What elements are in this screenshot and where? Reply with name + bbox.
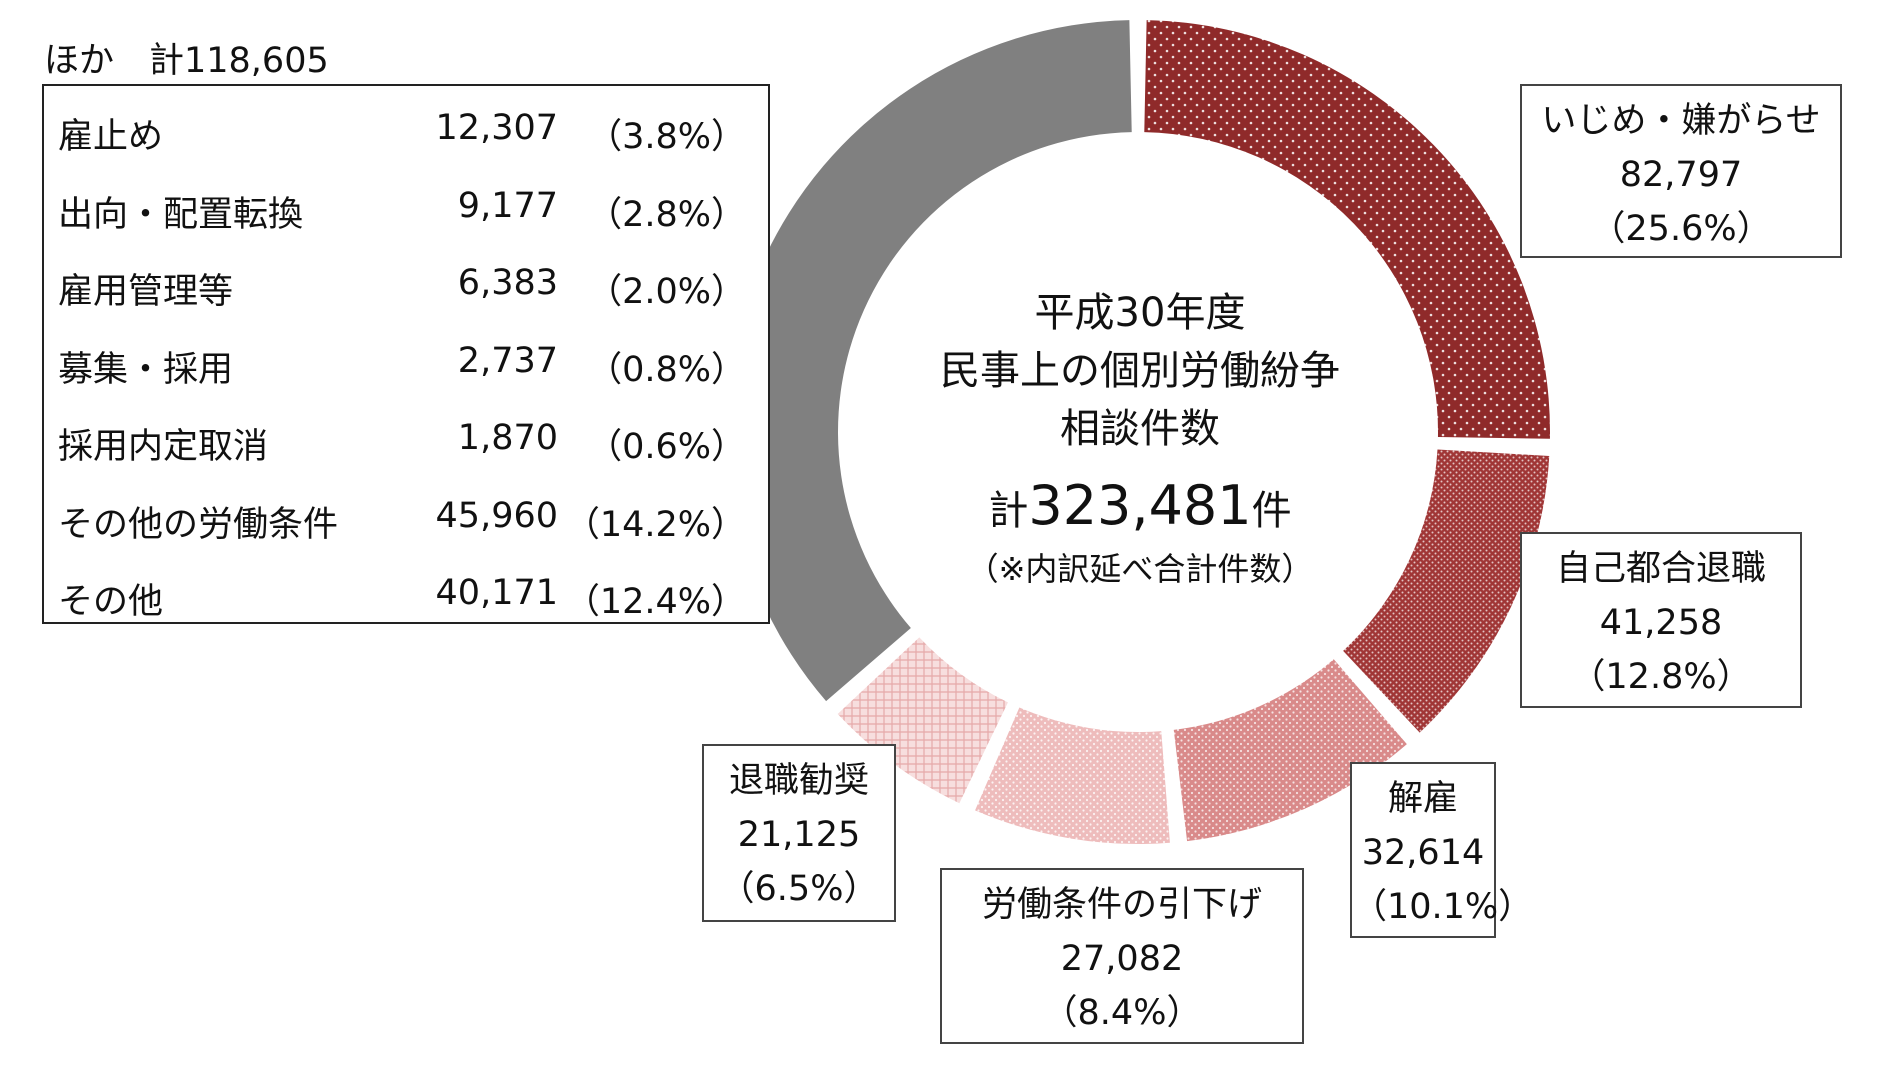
total-prefix: 計 bbox=[988, 488, 1029, 534]
others-row-percent: （2.8%） bbox=[587, 194, 746, 235]
others-row-label: 出向・配置転換 bbox=[58, 194, 304, 235]
callout-value: 41,258 bbox=[1599, 603, 1723, 643]
others-row-label: 雇用管理等 bbox=[58, 272, 234, 312]
others-heading: ほか 計118,605 bbox=[44, 41, 329, 81]
others-row-label: その他 bbox=[58, 582, 164, 622]
slice-hoka bbox=[726, 20, 1132, 702]
others-row-percent: （0.8%） bbox=[587, 349, 746, 390]
others-row-percent: （3.8%） bbox=[587, 117, 746, 157]
center-title-line: 相談件数 bbox=[1060, 406, 1220, 452]
callout-value: 21,125 bbox=[737, 815, 861, 855]
others-row: 雇用管理等 6,383 （2.0%） bbox=[44, 245, 768, 323]
others-row-value: 1,870 bbox=[457, 418, 558, 458]
center-title: 平成30年度 民事上の個別労働紛争 相談件数 bbox=[880, 284, 1400, 458]
others-row-label: 雇止め bbox=[58, 117, 164, 157]
callout-label: 解雇 bbox=[1387, 779, 1458, 819]
others-row-value: 9,177 bbox=[457, 185, 558, 226]
callout-value: 32,614 bbox=[1361, 833, 1485, 873]
others-row: 出向・配置転換 9,177 （2.8%） bbox=[44, 168, 768, 246]
others-row-percent: （12.4%） bbox=[564, 582, 746, 622]
callout-rodo-joken-hikisage: 労働条件の引下げ 27,082 （8.4%） bbox=[940, 868, 1304, 1044]
callout-percent: （10.1%） bbox=[1352, 887, 1534, 927]
others-row: 雇止め 12,307 （3.8%） bbox=[44, 90, 768, 168]
center-note: （※内訳延べ合計件数） bbox=[966, 550, 1314, 588]
others-row-percent: （14.2%） bbox=[564, 504, 746, 545]
others-row-percent: （0.6%） bbox=[587, 427, 746, 467]
callout-label: 退職勧奨 bbox=[728, 761, 869, 801]
others-row-label: 採用内定取消 bbox=[58, 427, 269, 467]
callout-label: 自己都合退職 bbox=[1555, 549, 1766, 589]
callout-value: 82,797 bbox=[1619, 155, 1743, 195]
others-row-value: 45,960 bbox=[435, 495, 558, 536]
others-row: その他 40,171 （12.4%） bbox=[44, 555, 768, 633]
callout-value: 27,082 bbox=[1060, 939, 1184, 979]
center-total: 計323,481件 bbox=[880, 474, 1400, 537]
callout-ijime: いじめ・嫌がらせ 82,797 （25.6%） bbox=[1520, 84, 1842, 258]
others-row: 採用内定取消 1,870 （0.6%） bbox=[44, 400, 768, 478]
slice-kaiko bbox=[1173, 659, 1407, 842]
callout-label: 労働条件の引下げ bbox=[981, 885, 1262, 925]
others-row-percent: （2.0%） bbox=[587, 272, 746, 312]
others-row-label: 募集・採用 bbox=[58, 349, 234, 390]
slice-taishoku-kansho bbox=[837, 637, 1008, 804]
callout-jiko-tsugo-taishoku: 自己都合退職 41,258 （12.8%） bbox=[1520, 532, 1802, 708]
center-title-line: 民事上の個別労働紛争 bbox=[940, 348, 1340, 394]
others-row: 募集・採用 2,737 （0.8%） bbox=[44, 323, 768, 401]
callout-percent: （12.8%） bbox=[1570, 657, 1752, 697]
slice-rodo-joken-hikisage bbox=[975, 707, 1170, 844]
slice-ijime bbox=[1144, 20, 1550, 439]
callout-percent: （8.4%） bbox=[1042, 993, 1202, 1033]
total-value: 323,481 bbox=[1028, 474, 1252, 537]
others-row: その他の労働条件 45,960 （14.2%） bbox=[44, 478, 768, 556]
slice-jiko-tsugo-taishoku bbox=[1343, 449, 1550, 733]
callout-kaiko: 解雇 32,614 （10.1%） bbox=[1350, 762, 1534, 938]
callout-label: いじめ・嫌がらせ bbox=[1541, 101, 1821, 141]
others-row-value: 12,307 bbox=[435, 108, 558, 148]
others-row-value: 6,383 bbox=[457, 263, 558, 303]
others-breakdown-table: 雇止め 12,307 （3.8%） 出向・配置転換 9,177 （2.8%） 雇用管理等 6,… bbox=[42, 84, 770, 624]
callout-percent: （6.5%） bbox=[719, 869, 879, 909]
others-row-value: 40,171 bbox=[435, 573, 558, 613]
total-suffix: 件 bbox=[1251, 488, 1292, 534]
center-title-line: 平成30年度 bbox=[1034, 290, 1246, 336]
others-row-label: その他の労働条件 bbox=[58, 504, 339, 545]
callout-percent: （25.6%） bbox=[1590, 209, 1772, 249]
others-row-value: 2,737 bbox=[457, 340, 558, 381]
callout-taishoku-kansho: 退職勧奨 21,125 （6.5%） bbox=[702, 744, 896, 922]
